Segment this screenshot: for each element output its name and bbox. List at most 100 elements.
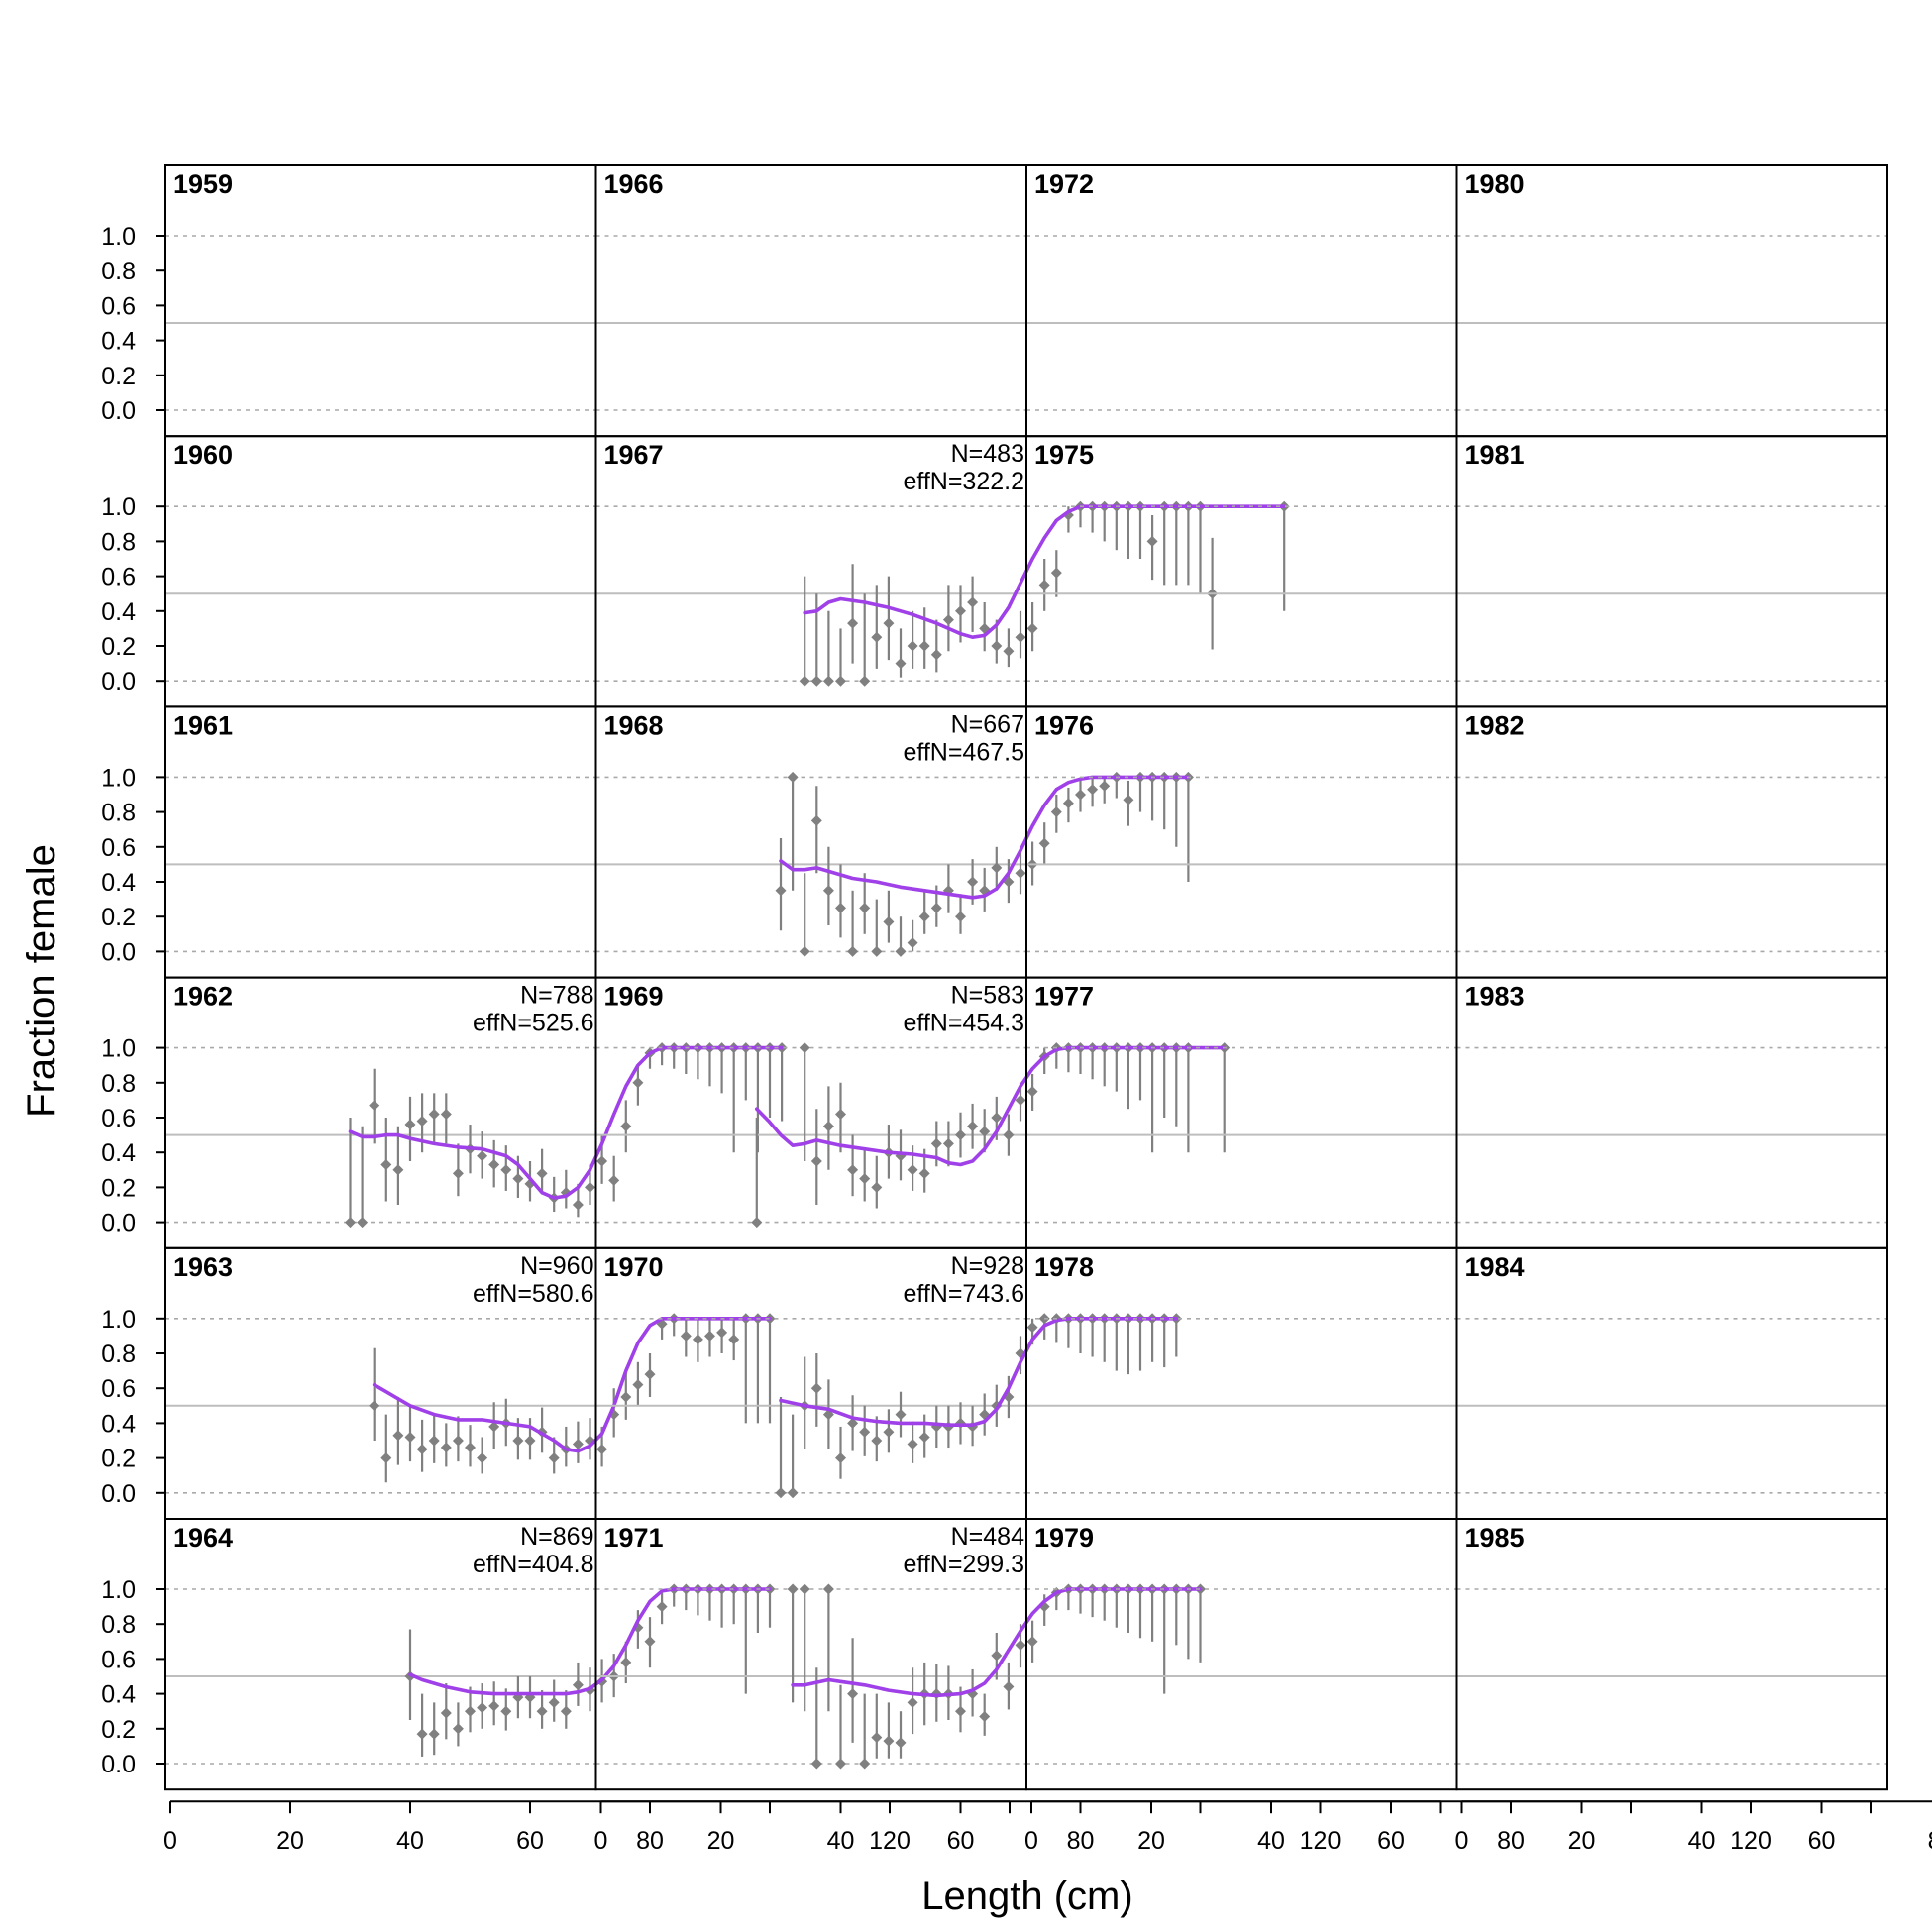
observed-point [907,1164,918,1176]
observed-point [716,1327,728,1339]
x-tick-label: 120 [1730,1827,1771,1855]
observed-point [428,1728,440,1740]
observed-point [907,640,918,652]
panel-1972: 1972 [1025,164,1458,438]
observed-point [369,1100,380,1112]
observed-point [1026,1322,1038,1334]
panel-1960: 1960 0.0 0.2 0.4 0.6 0.8 1.0 [101,435,597,708]
observed-point [548,1452,560,1464]
y-tick-label: 0.2 [101,1446,136,1473]
y-tick-label: 0.2 [101,363,136,390]
observed-point [967,876,979,888]
observed-point [930,649,942,661]
observed-point [907,1439,918,1450]
observed-point [440,1442,452,1453]
y-tick-label: 0.0 [101,1480,136,1508]
observed-point [955,911,966,922]
x-tick-label: 40 [1688,1827,1716,1855]
panel-frame [1455,1518,1888,1791]
panel-1983: 1983 [1455,976,1888,1249]
observed-point [345,1217,356,1229]
observed-point [799,1042,810,1054]
panel-year-label: 1969 [604,982,664,1012]
panel-year-label: 1980 [1465,169,1525,199]
observed-point [883,617,895,629]
observed-point [991,862,1003,874]
observed-point [477,1452,488,1464]
panel-year-label: 1963 [173,1252,233,1282]
panel-year-label: 1970 [604,1252,664,1282]
observed-point [847,1417,859,1429]
observed-point [1123,794,1134,805]
panel-1978: 1978 [1025,1246,1458,1521]
observed-point [787,771,799,783]
panel-year-label: 1976 [1034,710,1094,740]
panel-year-label: 1961 [173,710,233,740]
observed-point [704,1330,715,1342]
observed-point [500,1164,512,1176]
observed-point [918,640,930,652]
observed-point [1026,622,1038,634]
expected-line [791,1587,1203,1698]
observed-point [632,1379,644,1391]
x-tick-label: 80 [1497,1827,1525,1855]
observed-point [1015,631,1026,643]
x-tick-label: 120 [869,1827,911,1855]
observed-point [810,814,822,826]
observed-point [942,1137,954,1149]
observed-point [380,1159,392,1171]
panel-year-label: 1964 [173,1523,233,1553]
x-tick-label: 20 [707,1827,735,1855]
observed-point [620,1391,632,1403]
panel-year-label: 1984 [1465,1252,1525,1282]
observed-point [907,937,918,949]
sample-size-label: N=788 [520,982,593,1010]
panel-1979: 1979 [1025,1518,1458,1791]
observed-point [1015,1639,1026,1651]
panel-year-label: 1982 [1465,710,1525,740]
panel-1959: 1959 0.0 0.2 0.4 0.6 0.8 1.0 [101,164,597,438]
x-tick-label: 80 [1067,1827,1095,1855]
observed-point [1146,535,1158,547]
observed-point [1026,1636,1038,1648]
observed-point [585,1181,595,1193]
observed-point [465,1442,476,1453]
x-tick-label: 0 [1024,1827,1038,1855]
panel-year-label: 1981 [1465,440,1525,470]
observed-point [918,1167,930,1179]
panel-frame [1025,705,1458,979]
x-axis-col-3: 0 20 40 60 80 120 [1024,1800,1872,1855]
y-tick-label: 0.2 [101,1174,136,1202]
panel-frame [164,705,597,979]
observed-point [392,1164,404,1176]
observed-point [835,675,846,687]
y-tick-label: 0.6 [101,292,136,320]
observed-point [524,1435,536,1447]
y-tick-label: 1.0 [101,493,136,521]
observed-point [799,1583,810,1595]
y-tick-label: 0.4 [101,1139,136,1167]
observed-point [859,902,871,913]
y-tick-label: 0.8 [101,800,136,827]
observed-point [918,911,930,922]
panel-frame [1455,705,1888,979]
observed-point [380,1452,392,1464]
effective-n-label: effN=743.6 [903,1280,1024,1308]
panel-1976: 1976 [1025,705,1458,979]
observed-point [536,1167,548,1179]
panel-year-label: 1960 [173,440,233,470]
x-tick-label: 0 [594,1827,608,1855]
observed-point [955,1705,966,1717]
observed-point [883,1735,895,1747]
effective-n-label: effN=299.3 [903,1551,1024,1578]
observed-point [1062,798,1074,809]
effective-n-label: effN=454.3 [903,1010,1024,1037]
observed-point [416,1444,428,1455]
observed-point [680,1330,692,1342]
panel-1961: 1961 0.0 0.2 0.4 0.6 0.8 1.0 [101,705,597,979]
expected-line [408,1587,772,1696]
observed-point [357,1217,369,1229]
